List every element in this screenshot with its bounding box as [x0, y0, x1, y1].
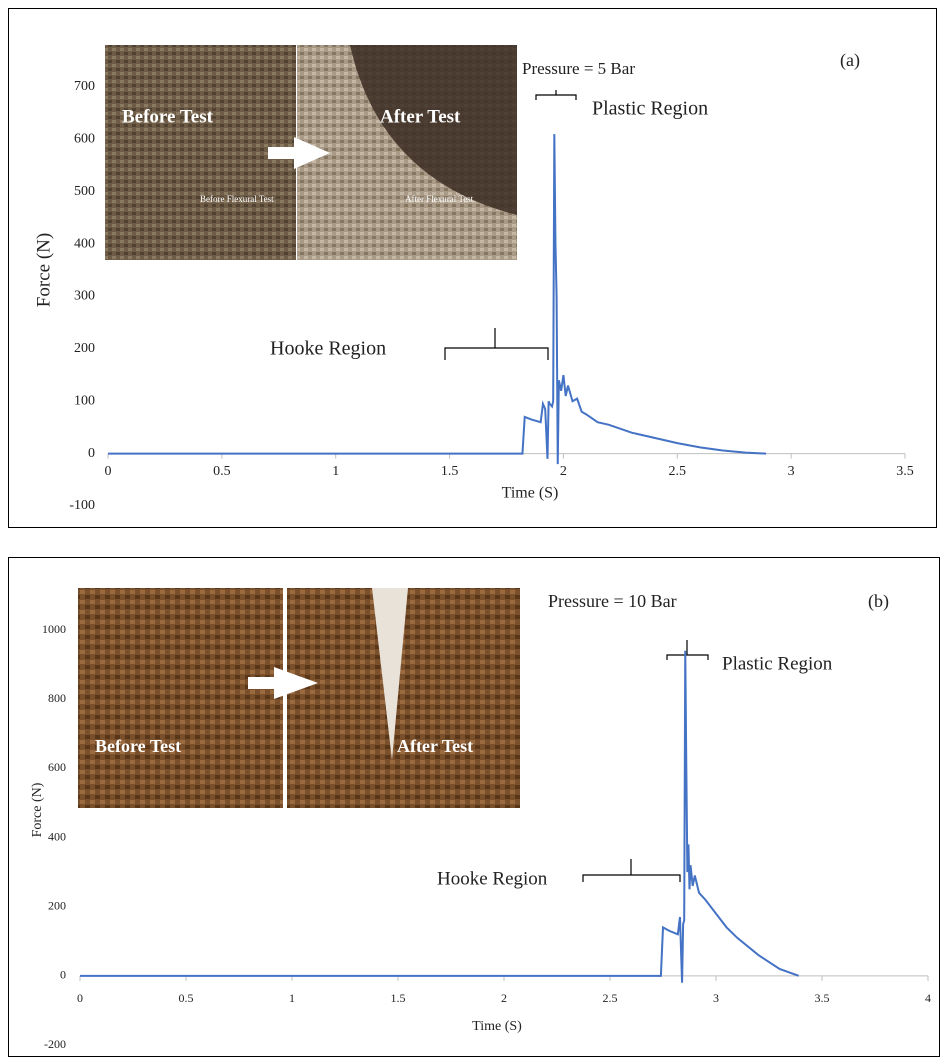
y-tick-label: 0 [88, 446, 95, 461]
data-line [80, 650, 800, 983]
annotation: Plastic Region [722, 653, 833, 674]
bracket [535, 90, 577, 100]
y-tick-label: -200 [44, 1037, 66, 1051]
inset-label: Before Flexural Test [200, 194, 274, 204]
x-axis-title: Time (S) [472, 1019, 522, 1034]
x-tick-label: 1 [289, 991, 295, 1005]
inset-label: After Test [380, 106, 461, 127]
x-tick-label: 2 [560, 464, 567, 479]
y-tick-label: 600 [48, 760, 66, 774]
panel-label: (b) [868, 591, 889, 612]
x-tick-label: 3.5 [896, 464, 914, 479]
photo-before [105, 45, 296, 260]
x-tick-label: 3.5 [815, 991, 830, 1005]
bracket [582, 859, 681, 882]
x-tick-label: 2.5 [669, 464, 687, 479]
y-tick-label: 600 [74, 132, 95, 147]
y-tick-label: 1000 [42, 622, 66, 636]
y-tick-label: -100 [69, 498, 95, 513]
annotation: Pressure = 5 Bar [522, 59, 635, 78]
annotation: Pressure = 10 Bar [548, 591, 677, 611]
y-axis-title: Force (N) [30, 782, 45, 837]
x-tick-label: 0.5 [213, 464, 231, 479]
x-tick-label: 1 [332, 464, 339, 479]
inset-label: Before Test [122, 106, 214, 127]
photo-shade [350, 45, 517, 215]
inset-label: After Flexural Test [405, 194, 474, 204]
annotation: Hooke Region [437, 868, 548, 889]
x-tick-label: 2.5 [603, 991, 618, 1005]
x-tick-label: 1.5 [441, 464, 459, 479]
x-tick-label: 0 [77, 991, 83, 1005]
y-tick-label: 700 [74, 79, 95, 94]
panel-frame [8, 8, 937, 528]
arrow [268, 137, 330, 169]
panel-label: (a) [840, 50, 860, 71]
arrow [248, 667, 318, 699]
bracket [444, 328, 549, 360]
y-axis-title: Force (N) [33, 233, 54, 307]
y-tick-label: 800 [48, 691, 66, 705]
x-tick-label: 0.5 [179, 991, 194, 1005]
y-tick-label: 200 [74, 341, 95, 356]
x-tick-label: 4 [925, 991, 931, 1005]
photo-before [78, 588, 283, 808]
y-tick-label: 100 [74, 393, 95, 408]
panel-frame [8, 557, 940, 1057]
x-tick-label: 1.5 [391, 991, 406, 1005]
x-axis-title: Time (S) [502, 485, 559, 502]
photo-crack [372, 588, 408, 760]
inset-label: Before Test [95, 736, 181, 756]
x-tick-label: 0 [105, 464, 112, 479]
inset-label: After Test [397, 736, 473, 756]
y-tick-label: 500 [74, 184, 95, 199]
y-tick-label: 400 [74, 236, 95, 251]
inset-photo [78, 588, 520, 808]
annotation: Hooke Region [270, 338, 386, 360]
y-tick-label: 200 [48, 898, 66, 912]
data-line [108, 134, 767, 465]
y-tick-label: 300 [74, 289, 95, 304]
annotation: Plastic Region [592, 98, 708, 120]
bracket [666, 640, 709, 660]
x-tick-label: 3 [713, 991, 719, 1005]
y-tick-label: 0 [60, 968, 66, 982]
inset-photo [105, 45, 517, 260]
x-tick-label: 2 [501, 991, 507, 1005]
x-tick-label: 3 [788, 464, 795, 479]
y-tick-label: 400 [48, 829, 66, 843]
